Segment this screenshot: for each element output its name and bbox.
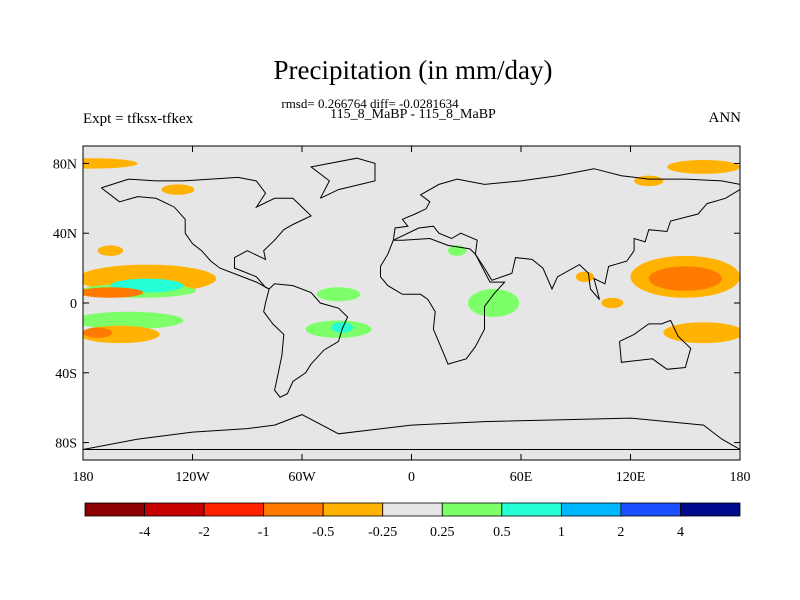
colorbar-swatch-7 [501,502,562,517]
continent-outline-4 [619,319,692,370]
colorbar-swatch-10 [680,502,741,517]
x-tick-label-2: 60W [288,470,316,485]
colorbar-label-0: -4 [139,525,151,540]
colorbar-swatch-2 [203,502,265,517]
colorbar-swatch-8 [560,502,622,517]
colorbar-swatch-6 [441,502,503,517]
anomaly-region-19 [663,322,740,344]
anomaly-region-9 [97,245,124,256]
y-tick-label-1: 40N [53,227,77,242]
colorbar-label-2: -1 [258,525,270,540]
colorbar-label-7: 1 [558,525,565,540]
continent-outline-6 [309,157,376,199]
anomaly-region-17 [648,266,722,291]
anomaly-region-21 [634,175,664,187]
plot-background [83,146,740,460]
anomaly-region-3 [83,287,144,298]
season-label: ANN [708,110,742,126]
anomaly-region-22 [575,271,594,283]
y-tick-label-0: 80N [53,157,77,172]
colorbar-label-9: 4 [677,525,684,540]
x-tick-label-5: 120E [616,470,646,485]
case-line: 115_8_MaBP - 115_8_MaBP [330,107,496,122]
x-tick-label-0: 180 [73,470,94,485]
continent-outline-1 [263,283,349,398]
stats-line: rmsd= 0.266764 diff= -0.0281634 [281,96,459,111]
anomaly-region-20 [667,159,740,174]
continent-outline-0 [100,176,312,290]
colorbar-swatch-3 [263,502,324,517]
colorbar-label-4: -0.25 [368,525,397,540]
colorbar-swatch-5 [382,502,443,517]
continent-outline-5 [83,414,740,450]
x-tick-label-6: 180 [730,470,751,485]
colorbar-swatch-9 [620,502,681,517]
colorbar-label-6: 0.5 [493,525,511,540]
y-tick-label-3: 40S [55,367,77,382]
chart-title: Precipitation (in mm/day) [273,55,553,85]
colorbar-label-8: 2 [617,525,624,540]
colorbar-swatch-1 [144,502,205,517]
anomaly-region-10 [316,287,361,302]
colorbar-label-3: -0.5 [312,525,334,540]
anomaly-region-6 [83,327,113,338]
y-tick-label-4: 80S [55,437,77,452]
anomaly-region-23 [601,297,624,309]
continent-outline-2 [380,237,506,365]
anomaly-region-14 [468,289,520,317]
anomaly-region-7 [83,158,138,169]
x-tick-label-4: 60E [510,470,533,485]
x-tick-label-3: 0 [408,470,415,485]
experiment-label: Expt = tfksx-tfkex [83,111,194,127]
anomaly-region-8 [161,184,195,195]
anomaly-region-4 [83,311,184,330]
y-tick-label-2: 0 [70,297,77,312]
colorbar-label-1: -2 [198,525,210,540]
x-tick-label-1: 120W [175,470,210,485]
anomaly-region-12 [331,322,354,333]
colorbar-label-5: 0.25 [430,525,455,540]
continent-outline-3 [392,168,740,300]
colorbar-swatch-0 [84,502,145,517]
colorbar-swatch-4 [322,502,384,517]
